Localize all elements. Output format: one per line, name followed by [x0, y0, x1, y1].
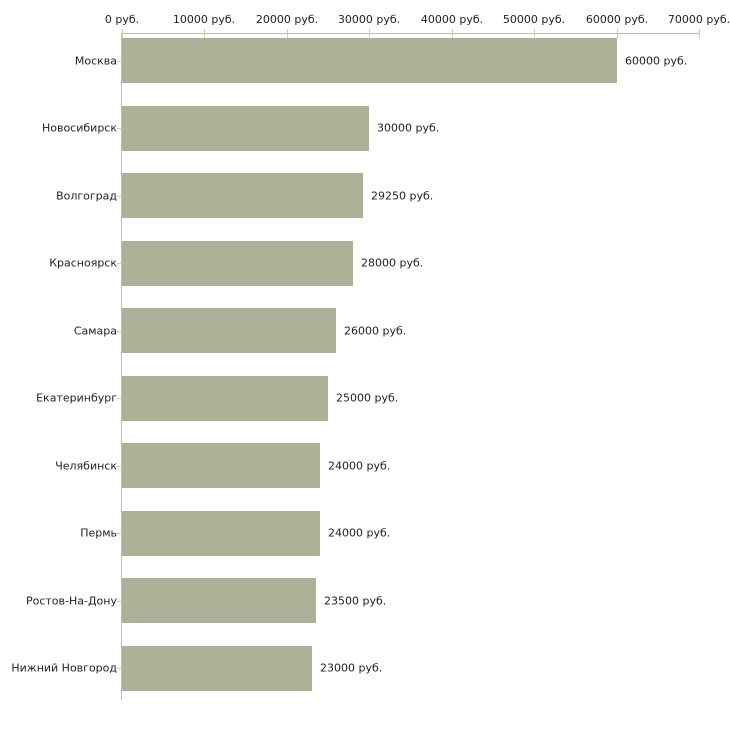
- y-axis-tick: [117, 668, 122, 669]
- x-axis-tick: [699, 29, 700, 38]
- bar-8: [122, 578, 316, 623]
- y-axis-tick: [117, 331, 122, 332]
- x-axis-tick-label: 70000 руб.: [667, 13, 730, 26]
- category-label: Москва: [74, 54, 117, 68]
- x-axis-tick: [452, 29, 453, 38]
- value-label: 24000 руб.: [328, 526, 391, 540]
- category-label: Ростов-На-Дону: [25, 594, 117, 608]
- category-label: Самара: [73, 324, 117, 338]
- category-label: Волгоград: [56, 189, 117, 203]
- y-axis-tick: [117, 263, 122, 264]
- x-axis-tick: [204, 29, 205, 38]
- category-label: Новосибирск: [41, 121, 117, 135]
- value-label: 29250 руб.: [371, 189, 434, 203]
- value-label: 28000 руб.: [361, 256, 424, 270]
- x-axis-tick-label: 40000 руб.: [420, 13, 484, 26]
- x-axis-tick-label: 20000 руб.: [255, 13, 319, 26]
- bar-9: [122, 646, 312, 691]
- y-axis-tick: [117, 533, 122, 534]
- bar-3: [122, 241, 353, 286]
- y-axis-tick: [117, 398, 122, 399]
- y-axis-tick: [117, 61, 122, 62]
- category-label: Красноярск: [49, 256, 117, 270]
- bar-1: [122, 106, 369, 151]
- x-axis-line: [121, 33, 699, 34]
- bar-4: [122, 308, 336, 353]
- x-axis-tick: [122, 29, 123, 38]
- category-label: Челябинск: [55, 459, 117, 473]
- x-axis-tick: [617, 29, 618, 38]
- value-label: 26000 руб.: [344, 324, 407, 338]
- bar-6: [122, 443, 320, 488]
- value-label: 30000 руб.: [377, 121, 440, 135]
- y-axis-line: [121, 33, 122, 700]
- category-label: Нижний Новгород: [11, 661, 117, 675]
- x-axis-tick-label: 10000 руб.: [172, 13, 236, 26]
- x-axis-tick-label: 50000 руб.: [502, 13, 566, 26]
- x-axis-tick: [287, 29, 288, 38]
- x-axis-tick-label: 30000 руб.: [337, 13, 401, 26]
- value-label: 23000 руб.: [320, 661, 383, 675]
- value-label: 23500 руб.: [324, 594, 387, 608]
- value-label: 25000 руб.: [336, 391, 399, 405]
- category-label: Екатеринбург: [36, 391, 117, 405]
- bar-5: [122, 376, 328, 421]
- y-axis-tick: [117, 601, 122, 602]
- category-label: Пермь: [80, 526, 117, 540]
- y-axis-tick: [117, 196, 122, 197]
- x-axis-tick: [534, 29, 535, 38]
- x-axis-tick: [369, 29, 370, 38]
- bar-7: [122, 511, 320, 556]
- value-label: 60000 руб.: [625, 54, 688, 68]
- value-label: 24000 руб.: [328, 459, 391, 473]
- x-axis-tick-label: 60000 руб.: [585, 13, 649, 26]
- bar-2: [122, 173, 363, 218]
- bar-0: [122, 38, 617, 83]
- x-axis-tick-label: 0 руб.: [104, 13, 140, 26]
- y-axis-tick: [117, 466, 122, 467]
- y-axis-tick: [117, 128, 122, 129]
